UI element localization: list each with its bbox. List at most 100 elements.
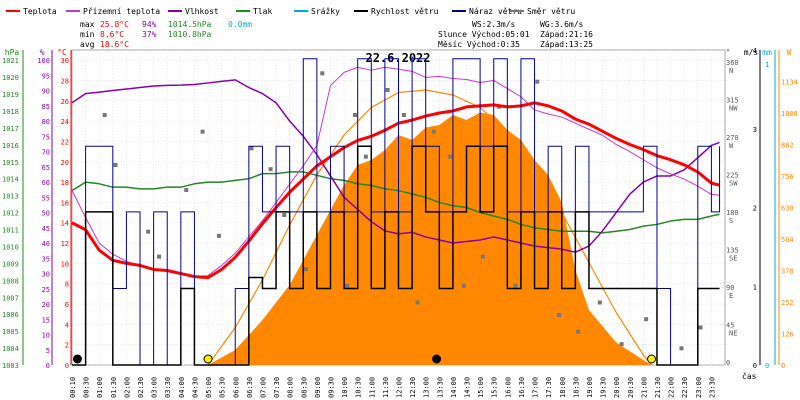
wind-direction-point xyxy=(448,154,453,159)
direction-degree-label: 225 xyxy=(726,172,739,180)
time-tick-label: 01:30 xyxy=(110,377,118,398)
sun-rise-stat: Slunce Východ:05:01 xyxy=(438,30,530,39)
wind-direction-point xyxy=(619,342,624,347)
time-tick-label: 10:30 xyxy=(355,377,363,398)
hpa-tick-label: 1006 xyxy=(2,311,19,319)
wind-direction-point xyxy=(113,163,118,167)
w-tick-label: 1134 xyxy=(781,79,798,87)
wind-direction-point xyxy=(679,346,684,351)
time-tick-label: 09:00 xyxy=(314,377,322,398)
pct-tick-label: 75 xyxy=(42,133,50,141)
direction-compass-label: NE xyxy=(729,330,737,338)
ms-tick-label: 0 xyxy=(753,362,757,370)
solar-radiation-area xyxy=(208,112,652,365)
w-tick-label: 378 xyxy=(781,268,794,276)
hpa-tick-label: 1020 xyxy=(2,74,19,82)
wind-direction-point xyxy=(303,267,308,272)
hpa-tick-label: 1004 xyxy=(2,345,19,353)
hpa-tick-label: 1017 xyxy=(2,125,19,133)
pct-tick-label: 15 xyxy=(42,316,50,324)
time-tick-label: 19:00 xyxy=(586,377,594,398)
axes: 1021102010191018101710161015101410131012… xyxy=(2,47,798,398)
wind-direction-point xyxy=(249,146,254,151)
pct-tick-label: 20 xyxy=(42,301,50,309)
hpa-tick-label: 1016 xyxy=(2,142,19,150)
min-label: min xyxy=(80,30,95,39)
w-tick-label: 252 xyxy=(781,299,794,307)
wind-direction-point xyxy=(352,113,357,117)
hpa-tick-label: 1013 xyxy=(2,193,19,201)
wind-direction-point xyxy=(363,154,368,159)
wind-direction-point xyxy=(268,167,273,172)
avg-temp: 18.6°C xyxy=(100,40,129,49)
pct-tick-label: 45 xyxy=(42,225,50,233)
time-tick-label: 14:00 xyxy=(450,377,458,398)
time-tick-label: 06:30 xyxy=(246,377,254,398)
time-tick-label: 02:30 xyxy=(137,377,145,398)
pct-tick-label: 90 xyxy=(42,88,50,96)
time-tick-label: 15:00 xyxy=(477,377,485,398)
direction-compass-label: W xyxy=(729,142,734,150)
c-tick-label: 12 xyxy=(61,240,69,248)
direction-degree-label: 90 xyxy=(726,284,734,292)
time-tick-label: 13:30 xyxy=(436,377,444,398)
wind-direction-point xyxy=(644,317,649,322)
min-press: 1010.8hPa xyxy=(168,30,212,39)
time-tick-label: 19:30 xyxy=(600,377,608,398)
pct-tick-label: 30 xyxy=(42,271,50,279)
time-tick-label: 07:00 xyxy=(259,377,267,398)
wind-direction-point xyxy=(513,283,518,288)
wind-direction-point xyxy=(216,233,221,238)
time-tick-label: 20:00 xyxy=(613,377,621,398)
direction-degree-label: 135 xyxy=(726,247,739,255)
sun-moon-markers xyxy=(72,354,657,364)
time-tick-label: 11:00 xyxy=(368,377,376,398)
wind-direction-point xyxy=(480,254,485,259)
time-tick-label: 14:30 xyxy=(464,377,472,398)
wind-direction-point xyxy=(557,313,562,317)
c-tick-label: 8 xyxy=(65,281,69,289)
moonrise-marker xyxy=(72,354,82,364)
pct-tick-label: 95 xyxy=(42,72,50,80)
ms-tick-label: 3 xyxy=(753,126,757,134)
deg-unit: ° xyxy=(726,48,731,57)
wind-direction-point xyxy=(320,71,325,76)
time-tick-label: 21:00 xyxy=(640,377,648,398)
pct-tick-label: 60 xyxy=(42,179,50,187)
time-tick-label: 23:00 xyxy=(695,377,703,398)
time-tick-label: 22:00 xyxy=(668,377,676,398)
wind-gust-stat: WG:3.6m/s xyxy=(540,20,584,29)
legend-label: Rychlost větru xyxy=(371,7,439,16)
sunrise-marker xyxy=(203,354,213,364)
time-tick-label: 08:30 xyxy=(300,377,308,398)
moonset-marker xyxy=(432,354,442,364)
wind-gust-line xyxy=(72,58,721,366)
time-tick-label: 03:30 xyxy=(164,377,172,398)
mm-tick-label: 1 xyxy=(765,61,769,69)
direction-compass-label: N xyxy=(729,67,733,75)
wind-direction-point xyxy=(184,188,189,192)
time-tick-label: 05:30 xyxy=(219,377,227,398)
direction-compass-label: E xyxy=(729,292,733,300)
pct-tick-label: 85 xyxy=(42,103,50,111)
wind-direction-point xyxy=(102,113,107,117)
legend: Teplota Přízemní teplota Vlhkost Tlak Srážky… xyxy=(6,7,575,16)
c-tick-label: 30 xyxy=(61,57,69,65)
wind-lines xyxy=(72,58,721,366)
wind-direction-point xyxy=(344,283,349,288)
wind-direction-point xyxy=(146,229,151,234)
time-tick-label: 15:30 xyxy=(491,377,499,398)
time-tick-label: 08:00 xyxy=(287,377,295,398)
hpa-tick-label: 1003 xyxy=(2,362,19,370)
legend-label: Srážky xyxy=(311,7,340,16)
c-tick-label: 6 xyxy=(65,301,69,309)
time-tick-label: 10:00 xyxy=(341,377,349,398)
direction-compass-label: NW xyxy=(729,105,738,113)
time-tick-label: 22:30 xyxy=(681,377,689,398)
time-tick-label: 16:00 xyxy=(504,377,512,398)
solar-max-line xyxy=(207,89,653,366)
direction-compass-label: S xyxy=(729,217,733,225)
ms-tick-label: 4 xyxy=(753,47,757,55)
pct-tick-label: 35 xyxy=(42,255,50,263)
direction-degree-label: 0 xyxy=(726,359,730,367)
